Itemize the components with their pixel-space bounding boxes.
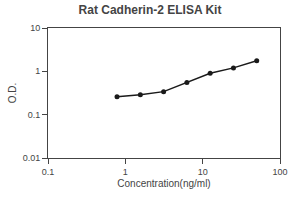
svg-text:0.1: 0.1 <box>42 167 55 177</box>
svg-text:1: 1 <box>123 167 128 177</box>
svg-text:1: 1 <box>35 66 40 76</box>
svg-text:Rat Cadherin-2 ELISA Kit: Rat Cadherin-2 ELISA Kit <box>79 3 222 17</box>
svg-text:10: 10 <box>198 167 208 177</box>
svg-text:10: 10 <box>30 23 40 33</box>
svg-text:0.01: 0.01 <box>23 153 41 163</box>
svg-text:100: 100 <box>272 167 287 177</box>
svg-text:0.1: 0.1 <box>28 110 41 120</box>
svg-text:Concentration(ng/ml): Concentration(ng/ml) <box>117 178 210 189</box>
svg-text:O.D.: O.D. <box>7 83 18 104</box>
